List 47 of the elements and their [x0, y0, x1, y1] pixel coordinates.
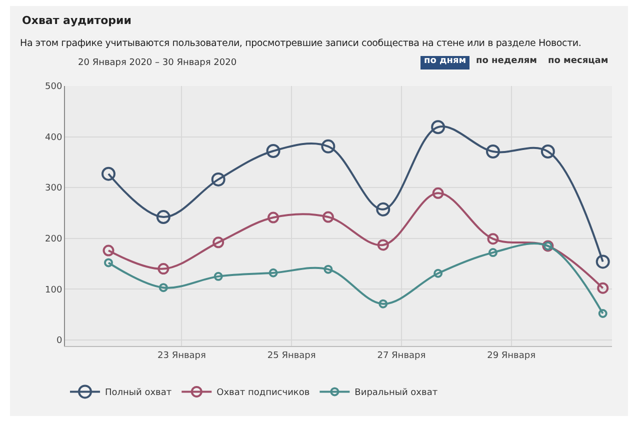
point [376, 202, 390, 216]
point [156, 210, 170, 224]
point [214, 272, 223, 281]
point [104, 258, 113, 268]
text: 20 Января 2020 – 30 Января 2020 [78, 58, 237, 68]
point [487, 233, 499, 245]
point [268, 212, 280, 224]
point [378, 299, 388, 308]
point [212, 236, 224, 248]
point [540, 144, 555, 159]
y-tick-label: 500 [45, 82, 62, 92]
y-tick-label: 400 [45, 132, 62, 143]
point [432, 187, 444, 199]
x-tick-label: 23 Января [158, 350, 206, 361]
text: по неделям [476, 56, 537, 66]
text: по дням [424, 56, 466, 66]
point [431, 120, 446, 134]
legend-label: Полный охват [105, 388, 172, 398]
x-tick-label: 25 Января [267, 350, 316, 361]
chart-title: Охват аудитории [22, 14, 132, 27]
point [268, 268, 278, 278]
point [377, 239, 389, 251]
point [322, 211, 334, 223]
y-tick-label: 100 [45, 285, 62, 296]
point [158, 263, 170, 275]
y-tick-label: 200 [45, 234, 62, 244]
text: по месяцам [548, 56, 608, 66]
point [434, 268, 443, 278]
point [101, 166, 116, 181]
y-tick-label: 0 [56, 336, 62, 346]
point [488, 248, 498, 258]
point [597, 282, 609, 294]
point [158, 283, 168, 292]
legend-label: Виральный охват [354, 388, 438, 398]
x-tick-label: 29 Января [487, 350, 536, 361]
x-tick-label: 27 Января [377, 350, 426, 361]
point [266, 144, 280, 158]
point [211, 172, 226, 186]
point [321, 139, 336, 154]
point [324, 264, 333, 274]
point [598, 309, 608, 318]
y-tick-label: 300 [45, 184, 62, 194]
chart-subtitle: На этом графике учитываются пользователи, просмотревшие записи сообщества на стене или в разделе Новости. [20, 38, 582, 49]
point [596, 254, 610, 269]
legend-label: Охват подписчиков [216, 388, 310, 398]
point [102, 244, 114, 256]
point [486, 144, 500, 159]
